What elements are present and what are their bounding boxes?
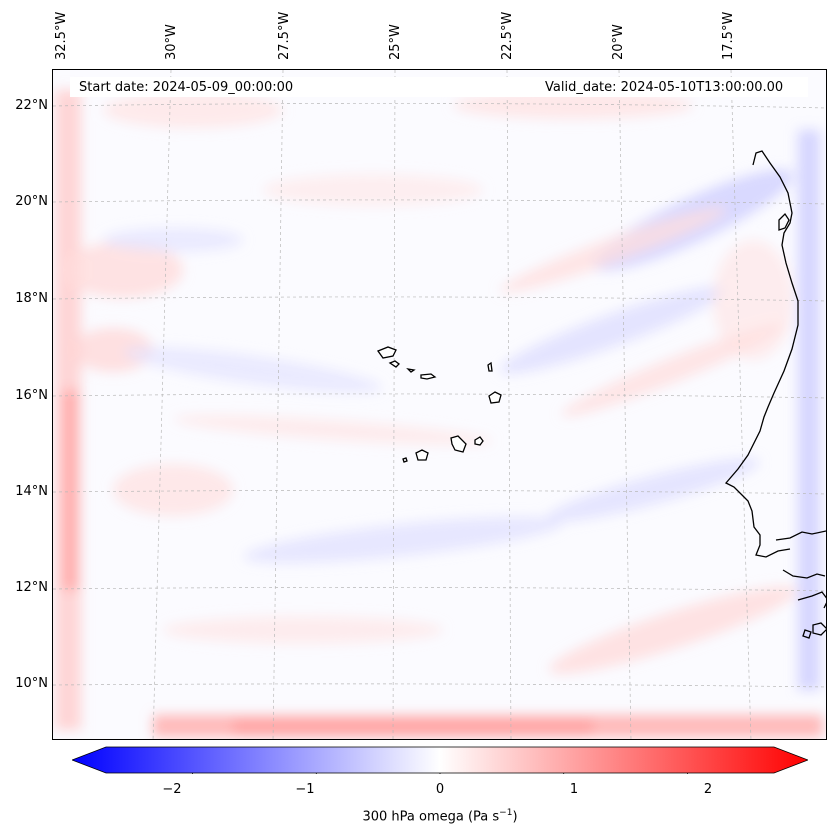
valid-date-label: Valid_date: 2024-05-10T13:00:00.00 (545, 80, 784, 95)
cabo-verde-islands (376, 346, 502, 463)
lon-tick-label: 32.5°W (54, 11, 69, 60)
lon-tick-label: 27.5°W (277, 11, 292, 60)
lat-tick-label: 12°N (15, 580, 48, 595)
lon-tick-label: 20°W (611, 24, 626, 60)
lat-tick-label: 16°N (15, 388, 48, 403)
colorbar-title-close: ) (512, 809, 518, 825)
colorbar-tick-label: 2 (703, 782, 713, 797)
colorbar (72, 746, 808, 774)
colorbar-tick-label: −1 (295, 782, 315, 797)
colorbar-tick-label: 1 (569, 782, 579, 797)
lon-tick-label: 25°W (388, 24, 403, 60)
lat-tick-label: 22°N (15, 98, 48, 113)
colorbar-title-exponent: −1 (499, 808, 513, 818)
omega-field (53, 70, 826, 739)
lat-tick-label: 10°N (15, 676, 48, 691)
colorbar-title-text: 300 hPa omega (Pa s (362, 809, 500, 825)
map-canvas[interactable] (52, 69, 827, 740)
start-date-label: Start date: 2024-05-09_00:00:00 (79, 80, 294, 95)
info-banner (70, 77, 808, 97)
lon-tick-label: 22.5°W (500, 11, 515, 60)
colorbar-title: 300 hPa omega (Pa s−1) (0, 808, 837, 824)
lat-tick-label: 18°N (15, 291, 48, 306)
african-coastline (724, 150, 826, 639)
colorbar-gradient (72, 746, 808, 774)
lon-tick-label: 30°W (164, 24, 179, 60)
lon-tick-label: 17.5°W (721, 11, 736, 60)
lat-tick-label: 14°N (15, 484, 48, 499)
graticule (53, 70, 826, 739)
colorbar-tick-label: 0 (435, 782, 445, 797)
lat-tick-label: 20°N (15, 194, 48, 209)
colorbar-tick-label: −2 (162, 782, 182, 797)
omega-shading (55, 90, 823, 737)
